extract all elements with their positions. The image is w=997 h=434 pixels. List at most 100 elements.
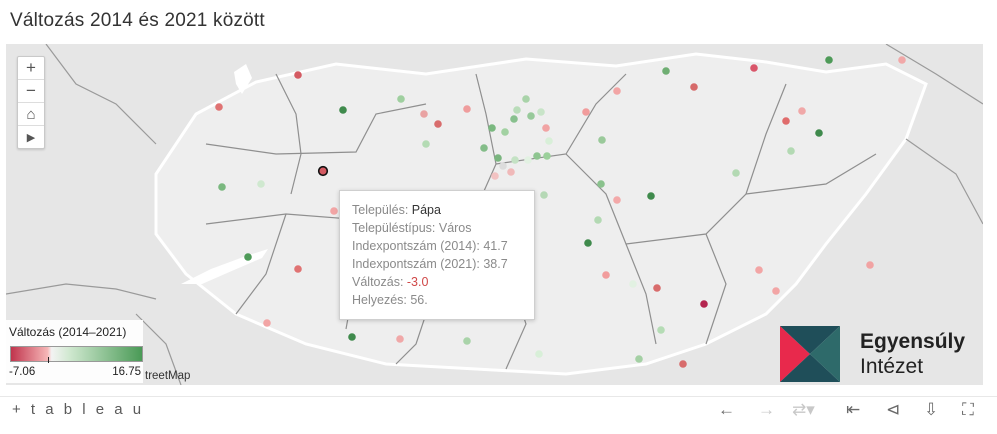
settlement-point[interactable]: [635, 355, 643, 363]
settlement-point[interactable]: [263, 319, 271, 327]
tooltip-row: Indexpontszám (2014): 41.7: [352, 237, 522, 255]
settlement-point[interactable]: [732, 169, 740, 177]
settlement-point[interactable]: [535, 350, 543, 358]
legend-zero-tick: [48, 357, 49, 363]
settlement-point[interactable]: [510, 115, 518, 123]
settlement-point[interactable]: [218, 183, 226, 191]
share-icon[interactable]: ⊲: [886, 400, 901, 419]
settlement-point[interactable]: [598, 136, 606, 144]
settlement-point[interactable]: [613, 196, 621, 204]
settlement-point[interactable]: [825, 56, 833, 64]
logo-line2: Intézet: [860, 355, 924, 378]
settlement-point[interactable]: [397, 95, 405, 103]
settlement-point[interactable]: [215, 103, 223, 111]
settlement-point[interactable]: [396, 335, 404, 343]
settlement-point[interactable]: [582, 108, 590, 116]
settlement-point[interactable]: [782, 117, 790, 125]
tooltip-label: Településtípus:: [352, 221, 439, 235]
tooltip-value: -3.0: [406, 275, 429, 289]
settlement-point[interactable]: [700, 300, 708, 308]
egyensuly-logo: Egyensúly Intézet: [778, 324, 983, 384]
settlement-point[interactable]: [543, 152, 551, 160]
settlement-point[interactable]: [434, 120, 442, 128]
tooltip-row: Változás: -3.0: [352, 273, 522, 291]
reset-icon[interactable]: ⇤: [846, 400, 861, 419]
logo-line1: Egyensúly: [860, 330, 966, 353]
revert-icon[interactable]: ⇄▾: [792, 400, 815, 419]
settlement-point[interactable]: [422, 140, 430, 148]
settlement-point[interactable]: [866, 261, 874, 269]
settlement-point[interactable]: [898, 56, 906, 64]
settlement-point[interactable]: [772, 287, 780, 295]
settlement-point[interactable]: [339, 106, 347, 114]
tooltip: Település: Pápa Településtípus: Város In…: [339, 190, 535, 320]
tooltip-value: 38.7: [483, 257, 508, 271]
settlement-point[interactable]: [647, 192, 655, 200]
settlement-points[interactable]: [215, 56, 906, 368]
expand-toolbar-icon[interactable]: ▶: [18, 125, 44, 148]
settlement-point[interactable]: [542, 124, 550, 132]
undo-arrow-left-icon[interactable]: ←: [718, 400, 735, 419]
settlement-point[interactable]: [244, 253, 252, 261]
settlement-point[interactable]: [533, 152, 541, 160]
settlement-point[interactable]: [513, 106, 521, 114]
settlement-point[interactable]: [499, 162, 507, 170]
home-icon[interactable]: ⌂: [18, 102, 44, 125]
tableau-logo[interactable]: + t a b l e a u: [12, 401, 145, 418]
tooltip-row: Helyezés: 56.: [352, 291, 522, 309]
map-attribution[interactable]: treetMap: [145, 370, 191, 382]
settlement-point[interactable]: [294, 265, 302, 273]
settlement-point[interactable]: [662, 67, 670, 75]
settlement-point[interactable]: [815, 129, 823, 137]
settlement-point[interactable]: [602, 271, 610, 279]
settlement-point[interactable]: [480, 144, 488, 152]
settlement-point[interactable]: [594, 216, 602, 224]
settlement-point[interactable]: [463, 337, 471, 345]
settlement-point[interactable]: [690, 83, 698, 91]
zoom-out-button[interactable]: −: [18, 79, 44, 102]
tableau-toolbar: + t a b l e a u ← → ⇄▾ ⇤ ⊲ ⇩ ⛶: [0, 396, 997, 434]
settlement-point[interactable]: [584, 239, 592, 247]
settlement-point[interactable]: [294, 71, 302, 79]
settlement-point[interactable]: [501, 128, 509, 136]
settlement-point[interactable]: [522, 95, 530, 103]
tooltip-row: Indexpontszám (2021): 38.7: [352, 255, 522, 273]
settlement-point[interactable]: [750, 64, 758, 72]
settlement-point[interactable]: [507, 168, 515, 176]
settlement-point[interactable]: [524, 156, 532, 164]
settlement-point[interactable]: [527, 112, 535, 120]
map-zoom-controls: + − ⌂ ▶: [17, 56, 45, 149]
settlement-point[interactable]: [537, 108, 545, 116]
county-borders: [205, 73, 877, 370]
download-icon[interactable]: ⇩: [924, 400, 939, 419]
settlement-point[interactable]: [420, 110, 428, 118]
redo-arrow-right-icon[interactable]: →: [758, 400, 775, 419]
settlement-point[interactable]: [545, 137, 553, 145]
settlement-point[interactable]: [494, 154, 502, 162]
zoom-in-button[interactable]: +: [26, 58, 36, 77]
settlement-point[interactable]: [629, 280, 637, 288]
settlement-point[interactable]: [511, 156, 519, 164]
settlement-point[interactable]: [787, 147, 795, 155]
settlement-point[interactable]: [488, 124, 496, 132]
lake-shape: [234, 64, 252, 94]
selected-point-papa[interactable]: [317, 165, 329, 177]
settlement-point[interactable]: [491, 172, 499, 180]
settlement-point[interactable]: [348, 333, 356, 341]
settlement-point[interactable]: [257, 180, 265, 188]
settlement-point[interactable]: [657, 326, 665, 334]
settlement-point[interactable]: [330, 207, 338, 215]
fullscreen-icon[interactable]: ⛶: [962, 400, 974, 419]
settlement-point[interactable]: [755, 266, 763, 274]
map-view[interactable]: + − ⌂ ▶ Település: Pápa Településtípus: …: [6, 44, 983, 385]
settlement-point[interactable]: [613, 87, 621, 95]
settlement-point[interactable]: [540, 191, 548, 199]
settlement-point[interactable]: [597, 180, 605, 188]
legend-min: -7.06: [9, 366, 36, 378]
settlement-point[interactable]: [463, 105, 471, 113]
tooltip-value: Pápa: [411, 203, 441, 217]
settlement-point[interactable]: [653, 284, 661, 292]
logo-mark-icon: [780, 326, 840, 382]
settlement-point[interactable]: [679, 360, 687, 368]
settlement-point[interactable]: [798, 107, 806, 115]
